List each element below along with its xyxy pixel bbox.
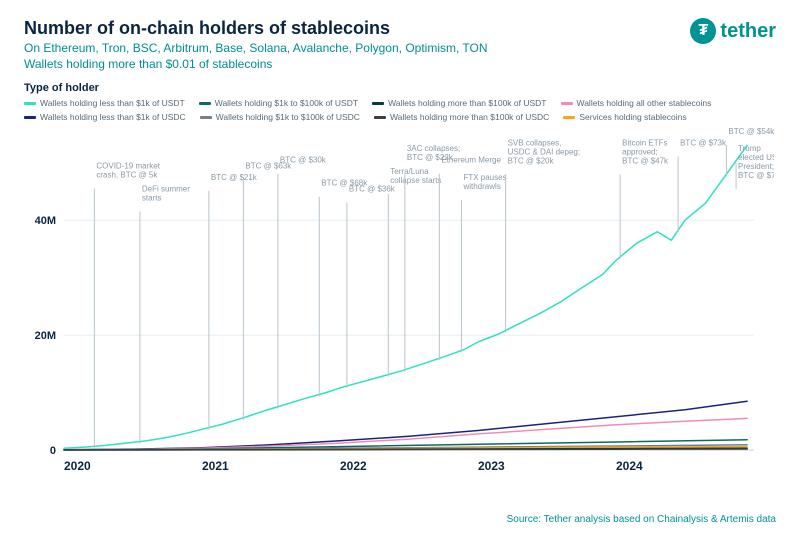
svg-text:crash, BTC @ 5k: crash, BTC @ 5k (96, 171, 158, 180)
svg-text:2020: 2020 (64, 459, 91, 473)
legend-item: Wallets holding less than $1k of USDC (24, 112, 186, 122)
legend-swatch (24, 116, 36, 119)
legend-title: Type of holder (24, 82, 776, 94)
legend-item: Wallets holding more than $100k of USDT (372, 98, 546, 108)
svg-text:Bitcoin ETFs: Bitcoin ETFs (622, 139, 667, 148)
legend-item: Wallets holding less than $1k of USDT (24, 98, 185, 108)
tether-logo-icon: ₮ (690, 18, 716, 44)
legend-label: Wallets holding more than $100k of USDC (390, 112, 549, 122)
tether-logo: ₮ tether (690, 18, 776, 44)
svg-text:BTC @ $30k: BTC @ $30k (280, 156, 327, 165)
legend-label: Services holding stablecoins (579, 112, 686, 122)
chart-subtitle-2: Wallets holding more than $0.01 of stabl… (24, 57, 690, 73)
svg-text:2023: 2023 (478, 459, 505, 473)
chart-subtitle-1: On Ethereum, Tron, BSC, Arbitrum, Base, … (24, 41, 690, 57)
chart-title: Number of on-chain holders of stablecoin… (24, 18, 690, 39)
svg-text:BTC @ $54k: BTC @ $54k (728, 128, 774, 136)
svg-text:collapse starts: collapse starts (390, 176, 441, 185)
legend: Wallets holding less than $1k of USDT Wal… (24, 98, 764, 122)
svg-text:elected US: elected US (738, 153, 774, 162)
tether-logo-text: tether (720, 20, 776, 43)
legend-swatch (372, 102, 384, 105)
legend-label: Wallets holding $1k to $100k of USDT (215, 98, 358, 108)
svg-text:BTC @ $47k: BTC @ $47k (622, 157, 669, 166)
svg-text:starts: starts (142, 194, 162, 203)
svg-text:2021: 2021 (202, 459, 229, 473)
legend-swatch (199, 102, 211, 105)
svg-text:3AC collapses;: 3AC collapses; (407, 144, 460, 153)
legend-label: Wallets holding $1k to $100k of USDC (216, 112, 360, 122)
svg-text:20M: 20M (35, 330, 56, 342)
legend-label: Wallets holding all other stablecoins (577, 98, 712, 108)
svg-text:2024: 2024 (616, 459, 643, 473)
svg-text:Terra/Luna: Terra/Luna (390, 167, 429, 176)
source-text: Source: Tether analysis based on Chainal… (507, 514, 776, 525)
chart-area: 0 20M 40M 2020 2021 2022 2023 2024 COVID-19 mark… (24, 128, 774, 478)
svg-text:withdrawls: withdrawls (462, 182, 500, 191)
legend-item: Wallets holding $1k to $100k of USDC (200, 112, 360, 122)
legend-item: Wallets holding $1k to $100k of USDT (199, 98, 358, 108)
legend-swatch (200, 116, 212, 119)
legend-swatch (561, 102, 573, 105)
legend-swatch (563, 116, 575, 119)
svg-text:SVB collapses,: SVB collapses, (508, 139, 562, 148)
legend-label: Wallets holding less than $1k of USDC (40, 112, 186, 122)
svg-text:BTC @ $73k: BTC @ $73k (680, 139, 727, 148)
svg-text:President;: President; (738, 162, 774, 171)
svg-text:0: 0 (50, 445, 56, 457)
series-usdc_lt1k (64, 401, 747, 450)
svg-text:USDC & DAI depeg;: USDC & DAI depeg; (508, 148, 580, 157)
line-chart: 0 20M 40M 2020 2021 2022 2023 2024 COVID-19 mark… (24, 128, 774, 478)
svg-text:Ethereum Merge: Ethereum Merge (441, 156, 501, 165)
svg-text:BTC @ $21k: BTC @ $21k (211, 173, 258, 182)
legend-label: Wallets holding less than $1k of USDT (40, 98, 185, 108)
legend-swatch (374, 116, 386, 119)
legend-item: Services holding stablecoins (563, 112, 686, 122)
svg-text:FTX pauses: FTX pauses (463, 173, 506, 182)
svg-text:BTC @ $20k: BTC @ $20k (508, 157, 555, 166)
svg-text:2022: 2022 (340, 459, 367, 473)
svg-text:BTC @ $75k: BTC @ $75k (738, 171, 774, 180)
svg-text:Trump: Trump (738, 144, 761, 153)
svg-text:BTC @ $36k: BTC @ $36k (349, 185, 396, 194)
svg-text:COVID-19 market: COVID-19 market (96, 162, 160, 171)
svg-text:DeFi summer: DeFi summer (142, 185, 190, 194)
legend-swatch (24, 102, 36, 105)
legend-item: Wallets holding all other stablecoins (561, 98, 712, 108)
svg-text:approved;: approved; (622, 148, 658, 157)
svg-text:40M: 40M (35, 215, 56, 227)
legend-label: Wallets holding more than $100k of USDT (388, 98, 546, 108)
legend-item: Wallets holding more than $100k of USDC (374, 112, 549, 122)
